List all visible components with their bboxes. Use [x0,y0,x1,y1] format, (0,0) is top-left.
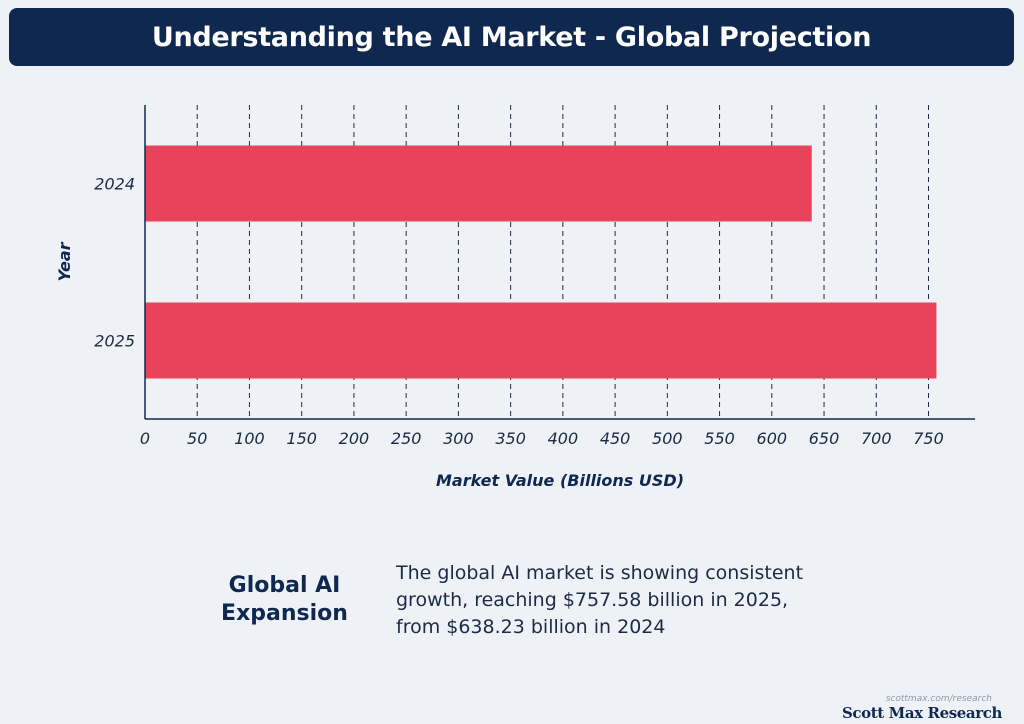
x-tick-150: 150 [286,429,317,448]
x-tick-labels: 0 50 100 150 200 250 300 350 400 450 500 550 600 650 7… [140,429,944,448]
summary-text: The global AI market is showing consiste… [396,562,804,638]
x-axis-title: Market Value (Billions USD) [436,471,684,490]
bar-2024 [145,145,812,222]
y-axis-title: Year [55,241,74,281]
x-tick-450: 450 [600,429,631,448]
x-tick-200: 200 [339,429,370,448]
bar-2025 [145,302,937,379]
x-tick-600: 600 [757,429,788,448]
summary-heading: Global AI Expansion [221,573,348,626]
x-tick-750: 750 [913,429,944,448]
bar-chart: 0 50 100 150 200 250 300 350 400 450 500 550 600 650 7… [55,105,975,490]
x-tick-350: 350 [495,429,526,448]
x-tick-300: 300 [443,429,474,448]
title-banner: Understanding the AI Market - Global Pro… [9,8,1014,66]
y-tick-labels: 2024 2025 [94,175,135,351]
x-tick-500: 500 [652,429,683,448]
bars [145,145,937,379]
chart-title: Understanding the AI Market - Global Pro… [151,21,872,53]
x-tick-100: 100 [234,429,265,448]
x-tick-50: 50 [187,429,207,448]
y-tick-2025: 2025 [94,332,135,351]
credit-brand: Scott Max Research [842,704,1002,722]
x-tick-0: 0 [140,429,150,448]
x-tick-400: 400 [548,429,579,448]
x-tick-550: 550 [704,429,735,448]
credit-url: scottmax.com/research [885,694,992,704]
x-tick-700: 700 [861,429,892,448]
x-tick-250: 250 [391,429,422,448]
y-tick-2024: 2024 [94,175,135,194]
axes [144,105,975,420]
x-tick-650: 650 [809,429,840,448]
